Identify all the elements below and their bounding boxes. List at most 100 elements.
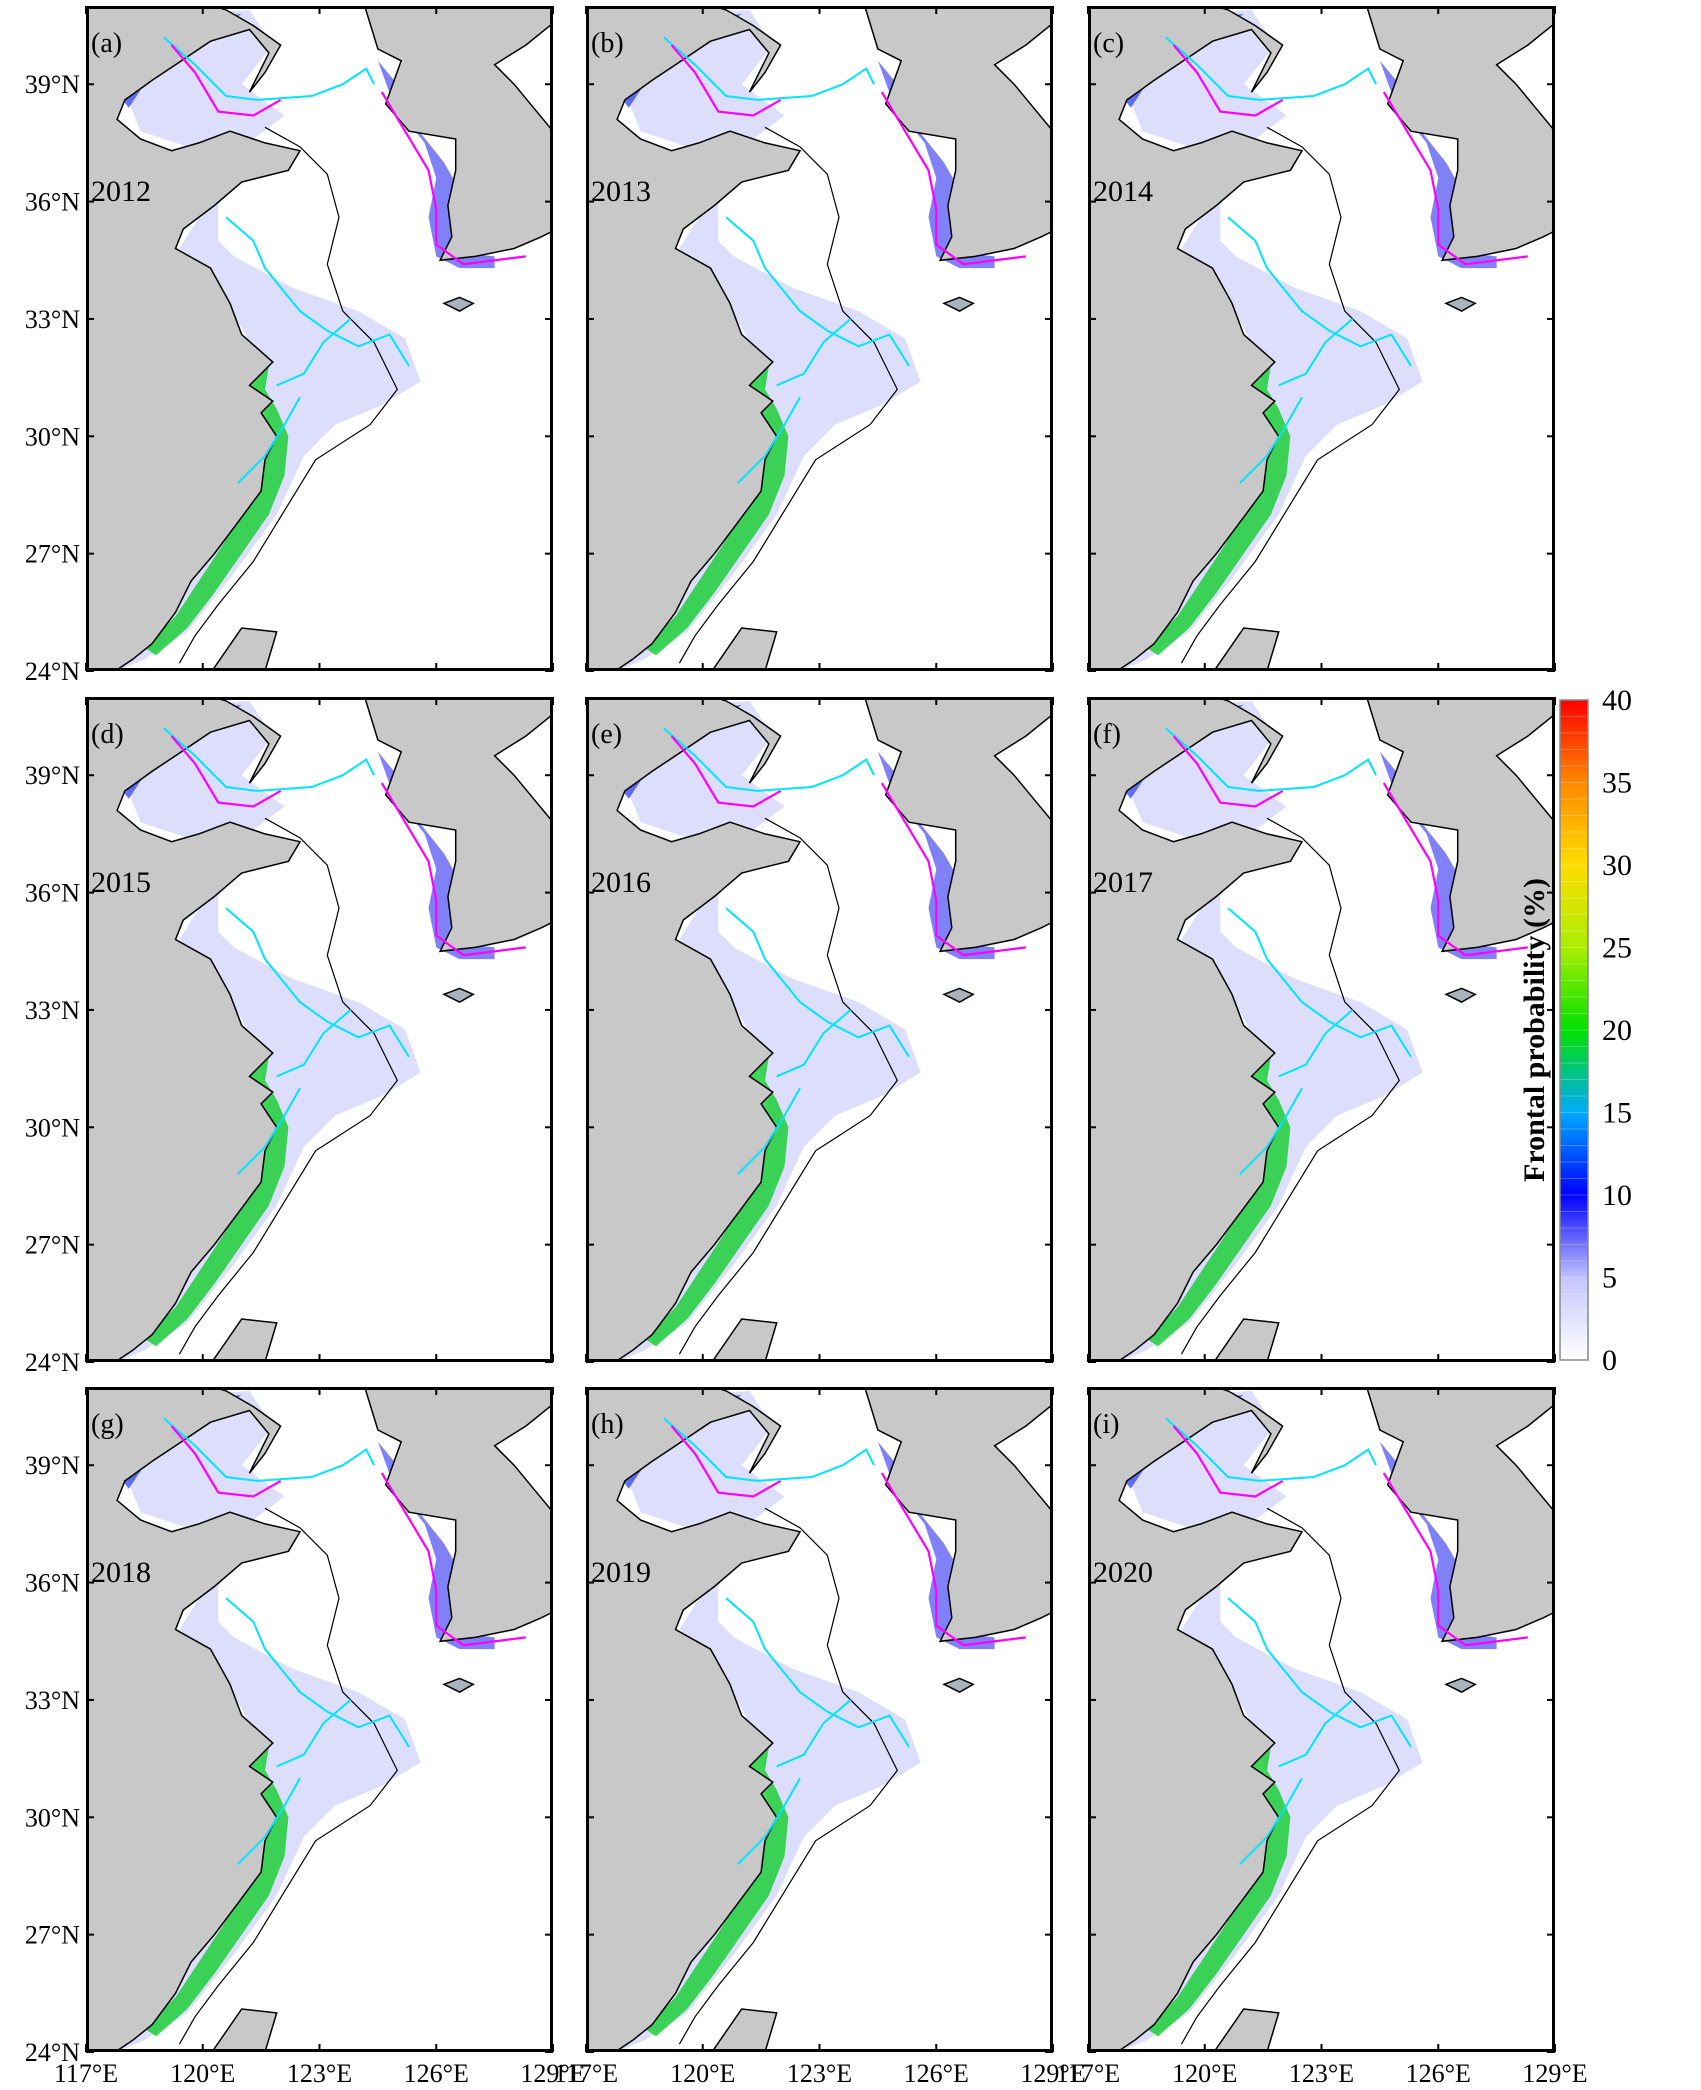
lat-tick-label: 39°N — [25, 761, 80, 790]
land-korea — [363, 697, 553, 953]
contour-magenta-2 — [1382, 1472, 1528, 1647]
land-china — [586, 697, 802, 1362]
lon-tick-label: 129°E — [1020, 2059, 1085, 2088]
contour-magenta-1 — [1172, 1425, 1284, 1498]
contour-cyan-1 — [1165, 1417, 1377, 1482]
contour-magenta-1 — [170, 735, 282, 808]
panel-year-label: 2018 — [91, 1556, 151, 1589]
isobath-black — [1180, 817, 1401, 1355]
map-content — [86, 1387, 553, 2052]
land-china — [586, 1387, 802, 2052]
lon-tick-label: 126°E — [404, 2059, 469, 2088]
contour-cyan-4 — [737, 1777, 801, 1865]
contour-cyan-1 — [1165, 727, 1377, 792]
land-korea — [863, 697, 1053, 953]
lat-tick-label: 36°N — [25, 188, 80, 217]
colorbar: 40 35 30 25 20 15 10 5 0 Frontal probability (%) — [1518, 684, 1632, 1377]
lat-tick-label: 24°N — [25, 657, 80, 686]
map-content — [586, 697, 1053, 1362]
map-content — [86, 697, 553, 1362]
contour-cyan-2 — [725, 216, 910, 367]
land-japan — [1554, 332, 1555, 336]
map-content — [86, 6, 553, 671]
contour-magenta-2 — [880, 782, 1026, 957]
panel-letter-label: (f) — [1093, 719, 1121, 750]
panel-year-label: 2015 — [91, 866, 151, 899]
colorbar-tick-label: 10 — [1602, 1179, 1632, 1212]
low-probability-zone — [617, 1390, 921, 2052]
contour-magenta-2 — [380, 91, 526, 266]
land-jeju — [1444, 296, 1477, 312]
contour-cyan-4 — [237, 1777, 301, 1865]
lon-tick-label: 117°E — [554, 2059, 618, 2088]
land-jeju — [1444, 987, 1477, 1003]
land-jeju — [1444, 1677, 1477, 1693]
contour-cyan-3 — [776, 1699, 852, 1768]
panel-letter-label: (i) — [1093, 1409, 1119, 1440]
contour-cyan-4 — [1239, 1777, 1303, 1865]
contour-magenta-1 — [1172, 44, 1284, 117]
lat-tick-label: 33°N — [25, 305, 80, 334]
contour-cyan-3 — [276, 318, 352, 387]
panel-year-label: 2016 — [591, 866, 651, 899]
land-jeju — [442, 296, 475, 312]
contour-cyan-2 — [225, 907, 410, 1058]
isobath-black — [678, 1507, 899, 2045]
land-taiwan — [1213, 1318, 1280, 1362]
map-panel-e: (e) 2016 — [585, 697, 1054, 1363]
low-probability-zone — [117, 1390, 421, 2052]
isobath-black — [678, 126, 899, 664]
land-taiwan — [1213, 2008, 1280, 2052]
panel-letter-label: (h) — [591, 1409, 624, 1440]
contour-magenta-1 — [1172, 735, 1284, 808]
lat-tick-label: 36°N — [25, 879, 80, 908]
contour-cyan-1 — [663, 727, 875, 792]
contour-magenta-2 — [380, 782, 526, 957]
panel-letter-label: (b) — [591, 28, 624, 59]
lat-tick-label: 27°N — [25, 1921, 80, 1950]
map-panel-b: (b) 2013 — [585, 6, 1054, 672]
land-taiwan — [211, 2008, 278, 2052]
land-korea — [1365, 697, 1555, 953]
contour-cyan-2 — [725, 1597, 910, 1748]
panel-year-label: 2019 — [591, 1556, 651, 1589]
colorbar-gradient — [1560, 700, 1588, 1360]
colorbar-tick-label: 40 — [1602, 684, 1632, 717]
land-taiwan — [711, 627, 778, 671]
land-jeju — [942, 296, 975, 312]
land-jeju — [942, 1677, 975, 1693]
contour-cyan-1 — [163, 727, 375, 792]
colorbar-tick-label: 20 — [1602, 1014, 1632, 1047]
map-panel-f: (f) 2017 — [1087, 697, 1556, 1363]
land-taiwan — [711, 2008, 778, 2052]
land-china — [86, 1387, 302, 2052]
lat-tick-label: 27°N — [25, 540, 80, 569]
land-taiwan — [211, 627, 278, 671]
contour-cyan-4 — [237, 1087, 301, 1175]
lat-tick-label: 36°N — [25, 1569, 80, 1598]
map-panel-d: (d) 2015 39°N 36°N 33°N 30°N 27°N 24°N — [25, 697, 554, 1377]
lat-tick-label: 33°N — [25, 1686, 80, 1715]
contour-cyan-1 — [1165, 36, 1377, 101]
panel-letter-label: (d) — [91, 719, 124, 750]
map-panel-i: (i) 2020 117°E 120°E 123°E 126°E 129°E — [1056, 1387, 1588, 2088]
panel-letter-label: (a) — [91, 28, 122, 59]
land-jeju — [942, 987, 975, 1003]
lon-tick-label: 123°E — [787, 2059, 852, 2088]
contour-cyan-4 — [737, 396, 801, 484]
contour-cyan-2 — [1227, 216, 1412, 367]
contour-cyan-3 — [1278, 318, 1354, 387]
contour-cyan-4 — [737, 1087, 801, 1175]
low-probability-zone — [617, 9, 921, 671]
colorbar-tick-label: 30 — [1602, 849, 1632, 882]
map-panel-c: (c) 2014 — [1087, 6, 1556, 672]
lat-tick-label: 30°N — [25, 1113, 80, 1142]
contour-cyan-2 — [725, 907, 910, 1058]
low-probability-zone — [617, 700, 921, 1362]
contour-cyan-3 — [1278, 1009, 1354, 1078]
map-content — [1088, 697, 1555, 1362]
lat-tick-label: 30°N — [25, 1803, 80, 1832]
lat-tick-label: 39°N — [25, 1451, 80, 1480]
contour-magenta-1 — [170, 1425, 282, 1498]
